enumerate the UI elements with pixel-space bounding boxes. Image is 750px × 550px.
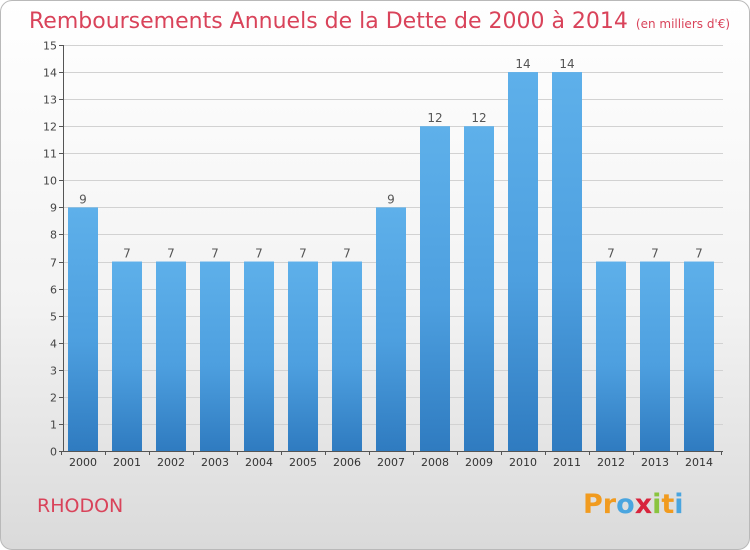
logo-letter: r bbox=[602, 489, 617, 520]
bar bbox=[376, 207, 406, 451]
bar-value-label: 9 bbox=[79, 192, 87, 206]
bar bbox=[332, 261, 362, 451]
logo-letter: i bbox=[652, 489, 662, 520]
logo-letter: i bbox=[674, 489, 684, 520]
bar-value-label: 7 bbox=[695, 247, 703, 261]
x-tick-label: 2005 bbox=[289, 456, 317, 469]
bar bbox=[420, 126, 450, 451]
x-tick-label: 2009 bbox=[465, 456, 493, 469]
logo-letter: o bbox=[616, 489, 635, 520]
x-tick-label: 2004 bbox=[245, 456, 273, 469]
bar bbox=[552, 72, 582, 452]
y-tick-label: 6 bbox=[50, 284, 57, 297]
x-tick-label: 2013 bbox=[641, 456, 669, 469]
logo-letter: t bbox=[661, 489, 675, 520]
bar-value-label: 7 bbox=[343, 247, 351, 261]
x-tick-label: 2011 bbox=[553, 456, 581, 469]
bar bbox=[464, 126, 494, 451]
bar bbox=[200, 261, 230, 451]
chart-title-block: Remboursements Annuels de la Dette de 20… bbox=[29, 7, 730, 39]
bar-value-label: 12 bbox=[471, 111, 486, 125]
y-tick-label: 11 bbox=[43, 148, 57, 161]
bar bbox=[288, 261, 318, 451]
y-tick-label: 3 bbox=[50, 365, 57, 378]
y-tick-label: 2 bbox=[50, 392, 57, 405]
y-tick-label: 1 bbox=[50, 419, 57, 432]
bar-value-label: 14 bbox=[559, 57, 574, 71]
bar-value-label: 7 bbox=[123, 247, 131, 261]
bar bbox=[640, 261, 670, 451]
bar bbox=[244, 261, 274, 451]
bar bbox=[596, 261, 626, 451]
y-tick-label: 9 bbox=[50, 202, 57, 215]
y-tick-label: 12 bbox=[43, 121, 57, 134]
y-tick-label: 5 bbox=[50, 311, 57, 324]
y-tick-label: 8 bbox=[50, 229, 57, 242]
x-tick-label: 2001 bbox=[113, 456, 141, 469]
bar-value-label: 7 bbox=[651, 247, 659, 261]
x-tick-label: 2002 bbox=[157, 456, 185, 469]
x-tick-label: 2012 bbox=[597, 456, 625, 469]
bar bbox=[684, 261, 714, 451]
bar-value-label: 7 bbox=[167, 247, 175, 261]
chart-title: Remboursements Annuels de la Dette de 20… bbox=[29, 9, 628, 34]
bar-value-label: 7 bbox=[255, 247, 263, 261]
x-tick-label: 2010 bbox=[509, 456, 537, 469]
bar-value-label: 7 bbox=[299, 247, 307, 261]
bar bbox=[68, 207, 98, 451]
y-tick-label: 4 bbox=[50, 338, 57, 351]
bar-value-label: 7 bbox=[211, 247, 219, 261]
x-tick-label: 2000 bbox=[69, 456, 97, 469]
bar-value-label: 12 bbox=[427, 111, 442, 125]
commune-name: RHODON bbox=[37, 495, 124, 517]
x-tick-label: 2006 bbox=[333, 456, 361, 469]
x-tick-label: 2007 bbox=[377, 456, 405, 469]
x-tick-label: 2014 bbox=[685, 456, 713, 469]
y-tick-label: 7 bbox=[50, 257, 57, 270]
y-tick-label: 15 bbox=[43, 40, 57, 53]
bar-value-label: 14 bbox=[515, 57, 530, 71]
bar bbox=[508, 72, 538, 452]
bar-value-label: 9 bbox=[387, 192, 395, 206]
bar-value-label: 7 bbox=[607, 247, 615, 261]
y-tick-label: 10 bbox=[43, 175, 57, 188]
bar bbox=[112, 261, 142, 451]
y-tick-label: 14 bbox=[43, 67, 57, 80]
chart-subtitle: (en milliers d'€) bbox=[635, 17, 731, 31]
logo-letter: x bbox=[634, 489, 653, 520]
bar bbox=[156, 261, 186, 451]
logo-letter: P bbox=[583, 489, 603, 520]
x-tick-label: 2003 bbox=[201, 456, 229, 469]
y-tick-label: 0 bbox=[50, 446, 57, 459]
proxiti-logo: Proxiti bbox=[583, 489, 684, 520]
x-tick-label: 2008 bbox=[421, 456, 449, 469]
y-tick-label: 13 bbox=[43, 94, 57, 107]
